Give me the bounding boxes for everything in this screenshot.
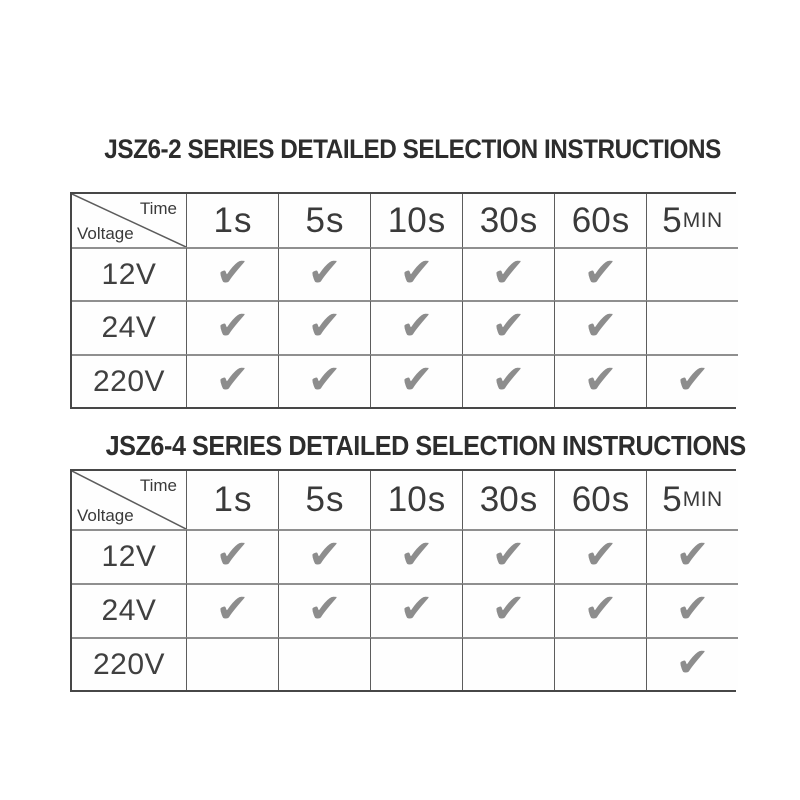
column-header-unit: s	[611, 480, 630, 519]
check-cell: ✔	[186, 583, 278, 637]
column-header-number: 60	[571, 200, 611, 240]
check-cell	[278, 637, 370, 690]
column-header-unit: s	[233, 480, 252, 519]
column-header-unit: s	[519, 480, 538, 519]
corner-header-cell: Time Voltage	[72, 471, 186, 529]
column-header-10s: 10 s	[370, 471, 462, 529]
check-cell: ✔	[554, 300, 646, 354]
row-header-220v: 220V	[72, 637, 186, 690]
column-header-number: 1	[213, 480, 233, 519]
check-cell: ✔	[186, 529, 278, 583]
column-header-60s: 60 s	[554, 471, 646, 529]
column-header-unit: s	[611, 200, 630, 240]
column-header-number: 60	[571, 480, 611, 519]
column-header-unit: s	[325, 480, 344, 519]
column-header-number: 30	[479, 200, 519, 240]
check-cell: ✔	[370, 354, 462, 407]
check-cell: ✔	[370, 300, 462, 354]
check-cell: ✔	[646, 529, 738, 583]
column-header-30s: 30 s	[462, 194, 554, 247]
check-cell: ✔	[186, 300, 278, 354]
row-header-24v: 24V	[72, 583, 186, 637]
check-cell	[646, 300, 738, 354]
check-cell: ✔	[186, 354, 278, 407]
check-cell: ✔	[278, 247, 370, 300]
time-axis-label: Time	[139, 199, 177, 218]
row-header-24v: 24V	[72, 300, 186, 354]
column-header-number: 30	[479, 480, 519, 519]
check-cell: ✔	[462, 354, 554, 407]
time-axis-label: Time	[139, 476, 177, 495]
column-header-number: 10	[387, 480, 427, 519]
column-header-5min: 5 MIN	[646, 471, 738, 529]
column-header-unit: MIN	[682, 208, 723, 232]
check-cell: ✔	[462, 300, 554, 354]
column-header-30s: 30 s	[462, 471, 554, 529]
column-header-unit: s	[519, 200, 538, 240]
column-header-60s: 60 s	[554, 194, 646, 247]
row-header-12v: 12V	[72, 247, 186, 300]
check-cell: ✔	[278, 529, 370, 583]
check-cell: ✔	[278, 354, 370, 407]
check-cell: ✔	[646, 354, 738, 407]
check-cell: ✔	[646, 637, 738, 690]
jsz6-4-table-title: JSZ6-4 SERIES DETAILED SELECTION INSTRUC…	[70, 430, 747, 462]
check-cell	[186, 637, 278, 690]
column-header-unit: s	[427, 480, 446, 519]
check-cell: ✔	[646, 583, 738, 637]
column-header-number: 5	[662, 200, 682, 240]
check-cell: ✔	[278, 300, 370, 354]
column-header-number: 5	[305, 480, 325, 519]
column-header-10s: 10 s	[370, 194, 462, 247]
voltage-axis-label: Voltage	[77, 224, 134, 243]
check-cell	[554, 637, 646, 690]
row-header-220v: 220V	[72, 354, 186, 407]
check-cell: ✔	[462, 529, 554, 583]
column-header-unit: MIN	[682, 488, 723, 511]
check-cell	[370, 637, 462, 690]
check-cell	[462, 637, 554, 690]
column-header-unit: s	[427, 200, 446, 240]
column-header-unit: s	[233, 200, 252, 240]
check-cell: ✔	[554, 583, 646, 637]
check-cell	[646, 247, 738, 300]
corner-header-cell: Time Voltage	[72, 194, 186, 247]
check-cell: ✔	[554, 354, 646, 407]
check-cell: ✔	[370, 583, 462, 637]
check-cell: ✔	[554, 247, 646, 300]
jsz6-2-title-text: JSZ6-2 SERIES DETAILED SELECTION INSTRUC…	[104, 134, 721, 164]
row-header-12v: 12V	[72, 529, 186, 583]
check-cell: ✔	[554, 529, 646, 583]
column-header-5min: 5 MIN	[646, 194, 738, 247]
column-header-unit: s	[325, 200, 344, 240]
check-cell: ✔	[462, 247, 554, 300]
check-cell: ✔	[462, 583, 554, 637]
column-header-number: 5	[305, 200, 325, 240]
check-cell: ✔	[370, 529, 462, 583]
voltage-axis-label: Voltage	[77, 506, 134, 525]
check-cell: ✔	[278, 583, 370, 637]
diagonal-divider-line	[72, 471, 186, 529]
jsz6-4-title-text: JSZ6-4 SERIES DETAILED SELECTION INSTRUC…	[105, 430, 747, 461]
jsz6-2-table-title: JSZ6-2 SERIES DETAILED SELECTION INSTRUC…	[70, 134, 736, 165]
column-header-number: 5	[662, 480, 682, 519]
check-cell: ✔	[370, 247, 462, 300]
diagonal-divider-line	[72, 194, 186, 247]
check-cell: ✔	[186, 247, 278, 300]
column-header-number: 10	[387, 200, 427, 240]
column-header-number: 1	[213, 200, 233, 240]
